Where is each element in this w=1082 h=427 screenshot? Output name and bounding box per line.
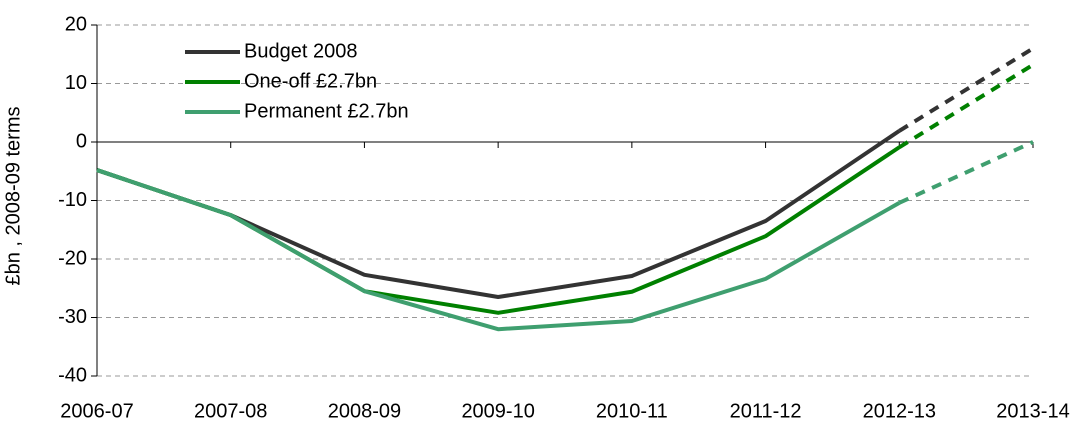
legend-label: Permanent £2.7bn xyxy=(244,100,409,122)
y-tick-label: -40 xyxy=(58,364,87,386)
y-tick-label: -10 xyxy=(58,189,87,211)
x-tick-label: 2013-14 xyxy=(996,400,1069,422)
series-line-dashed xyxy=(898,63,1035,149)
x-tick-label: 2012-13 xyxy=(863,400,936,422)
y-tick-label: 10 xyxy=(65,72,87,94)
series-line-dashed xyxy=(898,140,1034,205)
series-line xyxy=(96,145,901,315)
legend-label: One-off £2.7bn xyxy=(244,70,377,92)
x-tick-label: 2006-07 xyxy=(60,400,133,422)
y-tick-label: 0 xyxy=(76,130,87,152)
series-line-dashed xyxy=(898,46,1035,133)
x-tick-label: 2008-09 xyxy=(328,400,401,422)
series-line xyxy=(96,168,901,332)
y-tick-label: 20 xyxy=(65,13,87,35)
y-tick-label: -20 xyxy=(58,247,87,269)
y-tick-label: -30 xyxy=(58,306,87,328)
x-tick-label: 2007-08 xyxy=(194,400,267,422)
x-tick-label: 2009-10 xyxy=(461,400,534,422)
y-axis-label: £bn , 2008-09 terms xyxy=(2,107,24,286)
x-tick-label: 2011-12 xyxy=(730,400,802,422)
x-tick-label: 2010-11 xyxy=(596,400,668,422)
legend-label: Budget 2008 xyxy=(244,40,357,62)
